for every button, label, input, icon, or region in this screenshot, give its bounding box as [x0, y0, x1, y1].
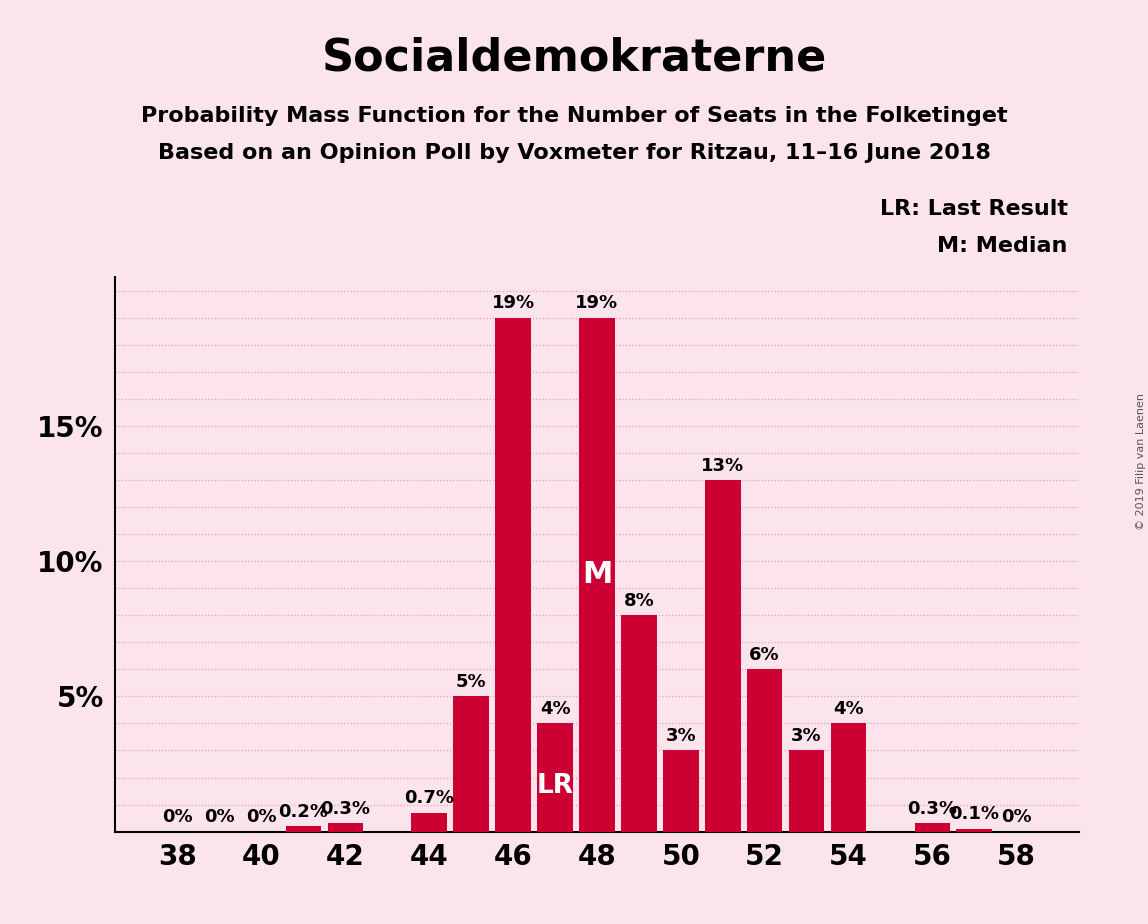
Text: 0.3%: 0.3% — [320, 800, 371, 818]
Text: 4%: 4% — [540, 700, 571, 718]
Text: 0.2%: 0.2% — [279, 803, 328, 821]
Text: LR: Last Result: LR: Last Result — [879, 199, 1068, 219]
Text: 3%: 3% — [666, 727, 696, 745]
Bar — [286, 826, 321, 832]
Text: Probability Mass Function for the Number of Seats in the Folketinget: Probability Mass Function for the Number… — [141, 106, 1007, 127]
Bar — [453, 697, 489, 832]
Text: 0%: 0% — [204, 808, 235, 826]
Text: 0.1%: 0.1% — [949, 806, 999, 823]
Bar — [621, 615, 657, 832]
Text: 13%: 13% — [701, 456, 744, 475]
Text: 0%: 0% — [1001, 808, 1032, 826]
Bar — [956, 829, 992, 832]
Bar — [831, 723, 867, 832]
Text: 6%: 6% — [750, 646, 779, 664]
Bar — [537, 723, 573, 832]
Text: 0%: 0% — [162, 808, 193, 826]
Text: Based on an Opinion Poll by Voxmeter for Ritzau, 11–16 June 2018: Based on an Opinion Poll by Voxmeter for… — [157, 143, 991, 164]
Text: 3%: 3% — [791, 727, 822, 745]
Text: LR: LR — [536, 773, 574, 799]
Bar — [705, 480, 740, 832]
Text: 8%: 8% — [623, 592, 654, 610]
Text: M: M — [582, 560, 612, 590]
Text: Socialdemokraterne: Socialdemokraterne — [321, 37, 827, 80]
Text: 0.7%: 0.7% — [404, 789, 455, 808]
Bar — [327, 823, 363, 832]
Text: 19%: 19% — [575, 295, 619, 312]
Text: 4%: 4% — [833, 700, 863, 718]
Text: 0%: 0% — [246, 808, 277, 826]
Bar — [789, 750, 824, 832]
Text: 5%: 5% — [456, 673, 487, 691]
Bar — [747, 669, 783, 832]
Bar — [664, 750, 699, 832]
Bar — [495, 318, 530, 832]
Bar — [411, 813, 447, 832]
Text: © 2019 Filip van Laenen: © 2019 Filip van Laenen — [1135, 394, 1146, 530]
Text: 19%: 19% — [491, 295, 535, 312]
Bar — [579, 318, 615, 832]
Text: 0.3%: 0.3% — [907, 800, 957, 818]
Bar — [915, 823, 951, 832]
Text: M: Median: M: Median — [937, 236, 1068, 256]
